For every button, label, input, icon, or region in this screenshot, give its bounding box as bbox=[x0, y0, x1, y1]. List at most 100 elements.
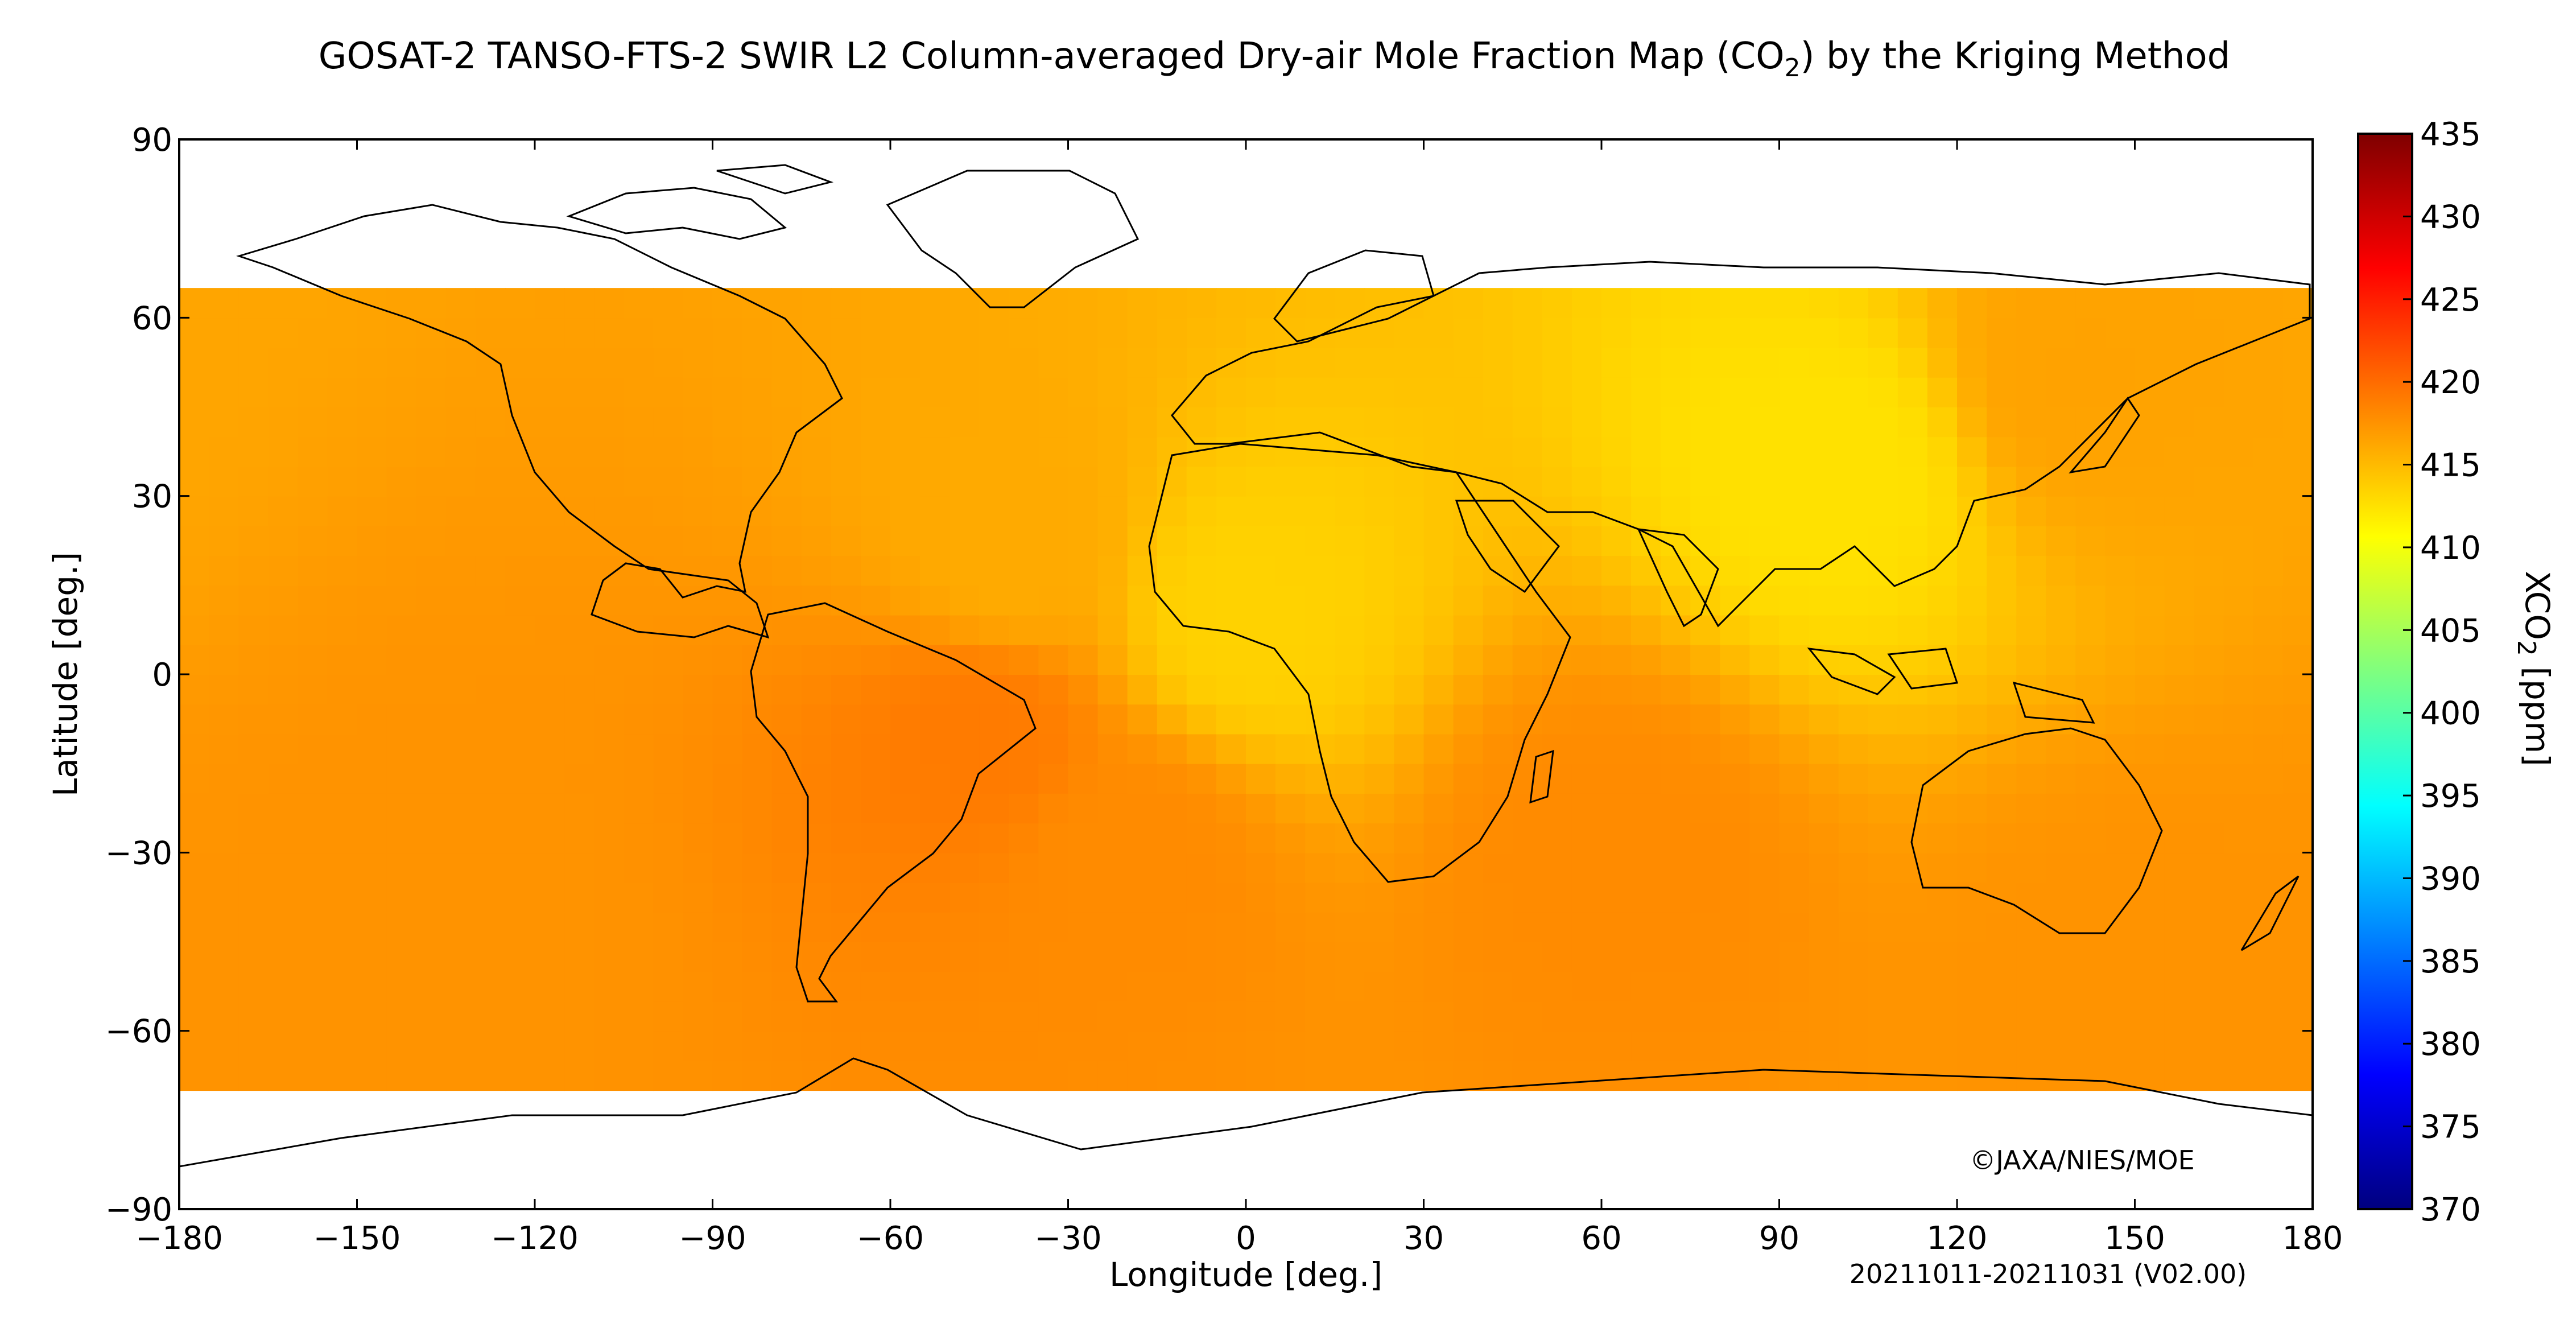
heatmap-cell bbox=[1453, 377, 1484, 407]
heatmap-cell bbox=[624, 912, 654, 942]
heatmap-cell bbox=[594, 407, 625, 438]
heatmap-cell bbox=[2046, 288, 2077, 319]
heatmap-cell bbox=[1779, 733, 1810, 764]
heatmap-cell bbox=[298, 674, 328, 705]
heatmap-cell bbox=[1571, 793, 1602, 824]
heatmap-cell bbox=[1038, 615, 1069, 645]
heatmap-cell bbox=[1483, 882, 1513, 913]
heatmap-cell bbox=[357, 942, 387, 972]
heatmap-cell bbox=[416, 466, 447, 497]
heatmap-cell bbox=[238, 644, 269, 675]
heatmap-cell bbox=[1512, 466, 1543, 497]
heatmap-cell bbox=[1127, 436, 1158, 467]
heatmap-cell bbox=[1009, 823, 1039, 854]
heatmap-cell bbox=[683, 1030, 713, 1061]
heatmap-cell bbox=[1335, 466, 1365, 497]
heatmap-cell bbox=[475, 1060, 506, 1091]
heatmap-cell bbox=[1483, 763, 1513, 794]
heatmap-cell bbox=[1335, 1030, 1365, 1061]
heatmap-cell bbox=[771, 525, 802, 556]
heatmap-cell bbox=[1009, 466, 1039, 497]
heatmap-cell bbox=[179, 912, 210, 942]
heatmap-cell bbox=[1157, 793, 1187, 824]
heatmap-cell bbox=[1631, 882, 1662, 913]
heatmap-cell bbox=[712, 674, 743, 705]
heatmap-cell bbox=[505, 704, 535, 735]
heatmap-cell bbox=[979, 496, 1010, 526]
heatmap-cell bbox=[771, 347, 802, 378]
heatmap-cell bbox=[1305, 1001, 1336, 1032]
heatmap-cell bbox=[1127, 674, 1158, 705]
heatmap-cell bbox=[1275, 496, 1306, 526]
heatmap-cell bbox=[1453, 823, 1484, 854]
heatmap-cell bbox=[1127, 823, 1158, 854]
x-tick-label: 120 bbox=[1927, 1220, 1988, 1257]
heatmap-cell bbox=[1661, 793, 1691, 824]
heatmap-cell bbox=[742, 971, 773, 1002]
heatmap-cell bbox=[1364, 585, 1395, 616]
heatmap-cell bbox=[416, 823, 447, 854]
heatmap-cell bbox=[357, 971, 387, 1002]
plot-area bbox=[179, 164, 2313, 1168]
heatmap-cell bbox=[2016, 644, 2047, 675]
heatmap-cell bbox=[1127, 763, 1158, 794]
heatmap-cell bbox=[1749, 1030, 1780, 1061]
heatmap-cell bbox=[238, 407, 269, 438]
heatmap-cell bbox=[2164, 318, 2195, 348]
heatmap-cell bbox=[1068, 882, 1099, 913]
chart-title: GOSAT-2 TANSO-FTS-2 SWIR L2 Column-avera… bbox=[319, 35, 2230, 83]
heatmap-cell bbox=[1690, 585, 1721, 616]
heatmap-cell bbox=[1779, 555, 1810, 586]
heatmap-cell bbox=[2016, 347, 2047, 378]
heatmap-cell bbox=[950, 733, 980, 764]
heatmap-cell bbox=[2046, 407, 2077, 438]
heatmap-cell bbox=[1423, 1060, 1454, 1091]
heatmap-cell bbox=[268, 882, 299, 913]
heatmap-cell bbox=[1631, 1030, 1662, 1061]
heatmap-cell bbox=[979, 733, 1010, 764]
heatmap-cell bbox=[683, 585, 713, 616]
heatmap-cell bbox=[1364, 852, 1395, 883]
heatmap-cell bbox=[1809, 525, 1839, 556]
heatmap-cell bbox=[505, 1060, 535, 1091]
heatmap-cell bbox=[1542, 704, 1572, 735]
heatmap-cell bbox=[1661, 407, 1691, 438]
heatmap-cell bbox=[920, 347, 951, 378]
heatmap-cell bbox=[416, 496, 447, 526]
heatmap-cell bbox=[1009, 971, 1039, 1002]
heatmap-cell bbox=[1127, 852, 1158, 883]
heatmap-cell bbox=[386, 347, 417, 378]
heatmap-cell bbox=[1364, 288, 1395, 319]
heatmap-cell bbox=[416, 525, 447, 556]
heatmap-cell bbox=[712, 347, 743, 378]
heatmap-cell bbox=[1749, 525, 1780, 556]
heatmap-cell bbox=[1038, 733, 1069, 764]
heatmap-cell bbox=[653, 912, 684, 942]
heatmap-cell bbox=[1305, 644, 1336, 675]
heatmap-cell bbox=[1987, 496, 2017, 526]
heatmap-cell bbox=[298, 912, 328, 942]
heatmap-cell bbox=[1779, 466, 1810, 497]
heatmap-cell bbox=[2105, 466, 2136, 497]
heatmap-cell bbox=[2282, 704, 2313, 735]
heatmap-cell bbox=[564, 942, 595, 972]
heatmap-cell bbox=[445, 912, 476, 942]
heatmap-cell bbox=[890, 347, 921, 378]
heatmap-cell bbox=[920, 674, 951, 705]
heatmap-cell bbox=[1423, 585, 1454, 616]
heatmap-cell bbox=[624, 971, 654, 1002]
heatmap-cell bbox=[1720, 704, 1751, 735]
heatmap-cell bbox=[979, 704, 1010, 735]
heatmap-cell bbox=[2075, 555, 2106, 586]
heatmap-cell bbox=[1305, 1030, 1336, 1061]
heatmap-cell bbox=[653, 644, 684, 675]
heatmap-cell bbox=[950, 882, 980, 913]
heatmap-cell bbox=[1838, 971, 1869, 1002]
heatmap-cell bbox=[594, 763, 625, 794]
heatmap-cell bbox=[1038, 377, 1069, 407]
heatmap-cell bbox=[712, 793, 743, 824]
heatmap-cell bbox=[1927, 733, 1958, 764]
heatmap-cell bbox=[1571, 852, 1602, 883]
heatmap-cell bbox=[653, 882, 684, 913]
heatmap-cell bbox=[2075, 971, 2106, 1002]
